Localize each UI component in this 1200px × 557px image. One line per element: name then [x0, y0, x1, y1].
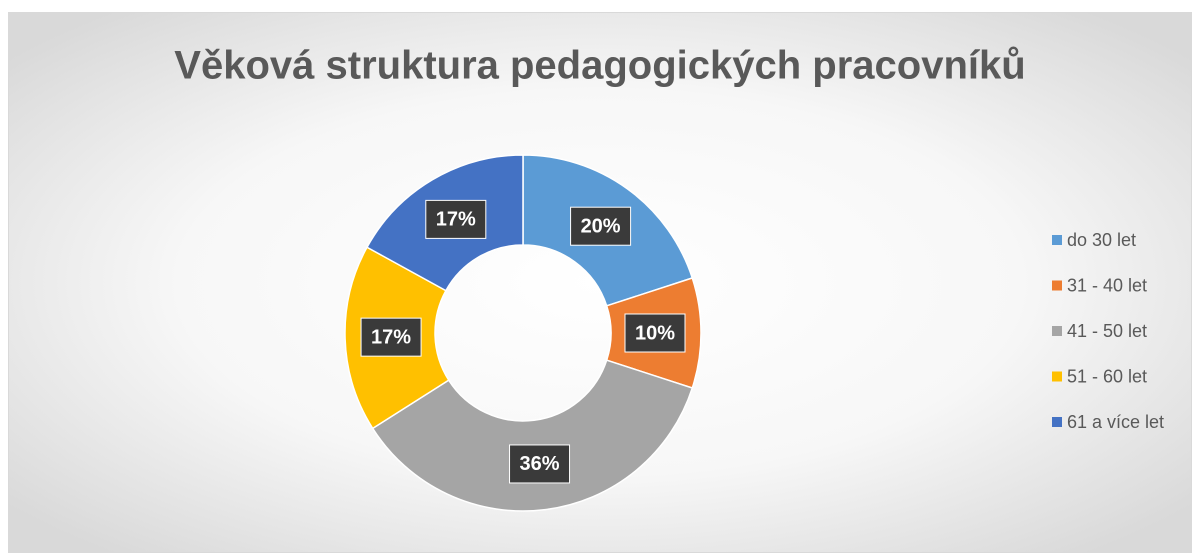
data-label: 20% [581, 215, 621, 237]
legend-swatch [1052, 235, 1062, 245]
data-label-box [624, 313, 686, 353]
legend-label: 51 - 60 let [1067, 366, 1147, 386]
data-label-box [360, 317, 422, 357]
legend-swatch [1052, 417, 1062, 427]
data-label-box [509, 444, 571, 484]
data-label: 17% [436, 209, 476, 231]
chart-title: Věková struktura pedagogických pracovník… [174, 44, 1025, 88]
data-label-box [425, 199, 487, 239]
data-label: 10% [635, 322, 675, 344]
legend-swatch [1052, 326, 1062, 336]
donut-segment [371, 359, 694, 512]
data-label: 36% [520, 453, 560, 475]
legend-label: 61 a více let [1067, 412, 1164, 432]
data-label: 17% [371, 326, 411, 348]
legend-swatch [1052, 371, 1062, 382]
legend-label: 41 - 50 let [1067, 321, 1147, 341]
legend-label: do 30 let [1067, 230, 1136, 250]
legend-label: 31 - 40 let [1067, 275, 1147, 295]
data-label-box [570, 206, 632, 246]
legend-swatch [1052, 280, 1062, 291]
